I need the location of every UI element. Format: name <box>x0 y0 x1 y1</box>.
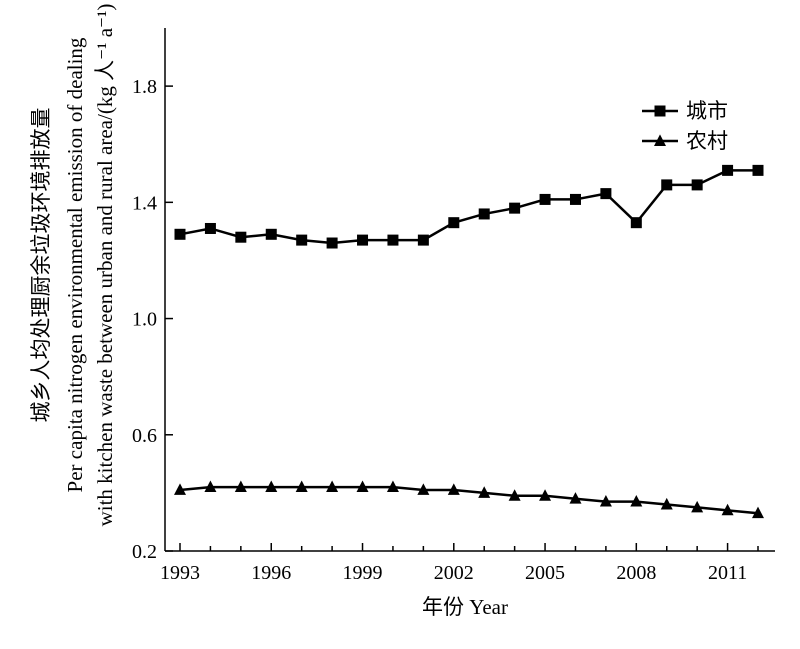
y-tick-label: 1.8 <box>132 76 157 98</box>
series-1 <box>174 164 764 249</box>
legend-item-2: 农村 <box>642 129 728 153</box>
data-point <box>478 208 490 220</box>
data-point <box>630 495 643 507</box>
data-point <box>508 489 521 501</box>
data-point <box>752 506 764 519</box>
legend-item-1: 城市 <box>642 99 728 123</box>
legend-label: 农村 <box>686 129 728 153</box>
data-point <box>174 483 186 495</box>
data-point <box>417 483 430 495</box>
x-tick-label: 1993 <box>160 562 200 584</box>
x-axis-title: 年份 Year <box>422 595 508 619</box>
series-2 <box>174 480 764 519</box>
data-point <box>660 497 673 510</box>
data-point <box>569 492 582 504</box>
data-point <box>417 234 429 246</box>
y-axis-title-line-3: with kitchen waste between urban and rur… <box>93 4 117 527</box>
legend-label: 城市 <box>686 99 728 123</box>
data-point <box>295 480 308 493</box>
legend-marker <box>654 105 666 117</box>
data-point <box>447 483 460 495</box>
y-axis-title: 城乡人均处理厨余垃圾环境排放量 Per capita nitrogen envi… <box>29 4 117 527</box>
data-point <box>599 495 612 507</box>
data-point <box>752 164 764 176</box>
data-point <box>174 228 186 240</box>
data-point <box>539 193 551 205</box>
data-point <box>386 480 399 493</box>
data-point <box>691 179 703 191</box>
data-point <box>296 234 308 246</box>
data-point <box>356 480 369 493</box>
data-point <box>691 500 704 513</box>
data-point <box>265 480 278 493</box>
data-point <box>387 234 399 246</box>
data-point <box>509 202 521 214</box>
x-tick-label: 2002 <box>434 562 474 584</box>
x-tick-label: 2008 <box>616 562 656 584</box>
data-point <box>204 480 217 493</box>
data-point <box>448 217 460 229</box>
series-line <box>179 485 759 515</box>
data-point <box>204 222 216 234</box>
data-point <box>235 231 247 243</box>
data-point <box>234 480 247 493</box>
data-point <box>630 217 642 229</box>
y-tick-label: 0.2 <box>132 541 157 563</box>
data-point <box>661 179 673 191</box>
data-point <box>600 188 612 200</box>
data-point <box>721 503 734 516</box>
y-axis-title-line-1: 城乡人均处理厨余垃圾环境排放量 <box>29 108 53 423</box>
data-point <box>569 193 581 205</box>
x-tick-label: 2011 <box>708 562 747 584</box>
data-point <box>357 234 369 246</box>
y-tick-label: 0.6 <box>132 425 157 447</box>
x-ticks: 1993 1996 1999 2002 2005 2008 2011 <box>160 543 759 584</box>
data-point <box>326 237 338 249</box>
data-point <box>265 228 277 240</box>
y-tick-label: 1.4 <box>132 192 157 214</box>
series-layer <box>174 164 764 519</box>
legend-marker <box>654 134 666 146</box>
y-ticks: 0.2 0.6 1.0 1.4 1.8 <box>132 76 173 563</box>
data-point <box>326 480 339 493</box>
x-tick-label: 2005 <box>525 562 565 584</box>
data-point <box>722 164 734 176</box>
data-point <box>539 489 552 501</box>
x-tick-label: 1999 <box>343 562 383 584</box>
y-tick-label: 1.0 <box>132 309 157 331</box>
x-tick-label: 1996 <box>251 562 291 584</box>
y-axis-title-line-2: Per capita nitrogen environmental emissi… <box>63 37 87 492</box>
axes <box>164 28 775 552</box>
data-point <box>478 486 491 498</box>
